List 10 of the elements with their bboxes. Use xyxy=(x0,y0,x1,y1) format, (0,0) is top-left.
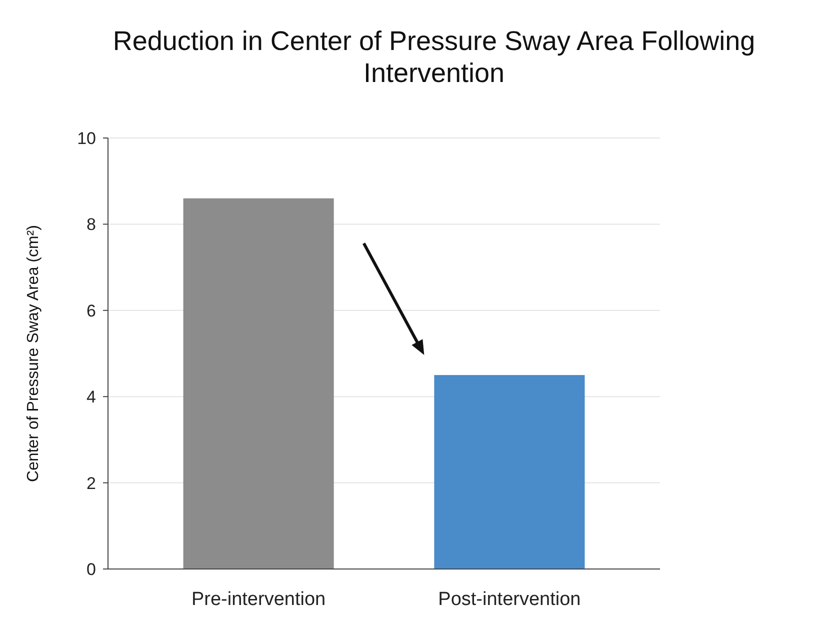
chart-title: Reduction in Center of Pressure Sway Area Following Intervention xyxy=(112,26,756,88)
y-tick-label: 0 xyxy=(86,560,96,579)
y-tick-label: 4 xyxy=(86,388,96,407)
x-tick-label: Post-intervention xyxy=(438,589,581,610)
y-tick-label: 6 xyxy=(86,301,96,320)
y-axis-title: Center of Pressure Sway Area (cm²) xyxy=(25,225,42,482)
x-tick-label: Pre-intervention xyxy=(191,589,326,610)
y-tick-label: 10 xyxy=(77,128,96,148)
y-tick-label: 2 xyxy=(86,474,96,493)
y-tick-label: 8 xyxy=(86,215,96,234)
